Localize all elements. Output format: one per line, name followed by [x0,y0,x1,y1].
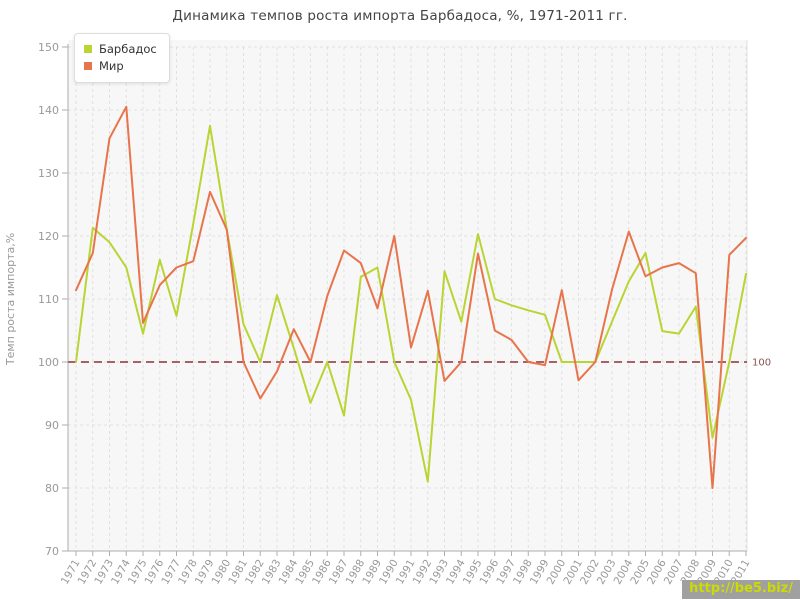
reference-line-label: 100 [752,358,771,369]
watermark-link[interactable]: http://be5.biz/ [682,580,800,599]
svg-text:150: 150 [38,41,59,54]
svg-text:70: 70 [45,545,59,558]
legend-label-world: Мир [99,59,124,73]
y-axis-title: Темп роста импорта,% [4,233,17,366]
svg-text:110: 110 [38,293,59,306]
axes [62,40,748,556]
x-axis-labels: 1971197219731974197519761977197819791980… [59,557,753,586]
y-axis-labels: 70 80 90 100 110 120 130 140 150 [38,41,59,558]
svg-text:90: 90 [45,419,59,432]
series-line-world [75,105,747,489]
svg-text:120: 120 [38,230,59,243]
svg-text:130: 130 [38,167,59,180]
svg-text:80: 80 [45,482,59,495]
legend-swatch-world [84,62,92,70]
legend-item-barbados[interactable]: Барбадос [84,42,157,56]
legend-swatch-barbados [84,45,92,53]
svg-text:100: 100 [38,356,59,369]
legend-item-world[interactable]: Мир [84,59,157,73]
svg-text:140: 140 [38,104,59,117]
series-line-barbados [75,124,747,483]
legend: Барбадос Мир [74,33,170,83]
gridlines [68,46,747,552]
legend-label-barbados: Барбадос [99,42,157,56]
chart-title: Динамика темпов роста импорта Барбадоса,… [172,8,628,24]
